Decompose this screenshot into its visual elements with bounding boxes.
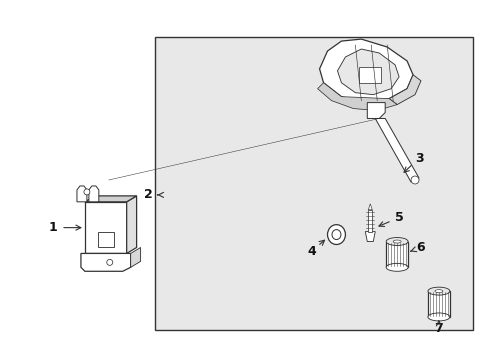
Text: 5: 5 xyxy=(394,211,403,224)
Polygon shape xyxy=(365,231,374,242)
Text: 4: 4 xyxy=(306,245,315,258)
Text: 7: 7 xyxy=(434,322,442,336)
Bar xyxy=(98,231,114,247)
Circle shape xyxy=(106,260,113,265)
Polygon shape xyxy=(77,186,87,202)
Polygon shape xyxy=(366,103,385,118)
Text: 1: 1 xyxy=(49,221,58,234)
Polygon shape xyxy=(89,186,99,202)
Bar xyxy=(427,291,449,317)
Text: 3: 3 xyxy=(414,152,423,165)
Polygon shape xyxy=(126,196,136,253)
Bar xyxy=(367,210,371,231)
Polygon shape xyxy=(317,83,396,111)
Ellipse shape xyxy=(327,225,345,244)
Bar xyxy=(154,37,472,330)
Bar xyxy=(359,67,381,83)
Polygon shape xyxy=(367,204,371,210)
Polygon shape xyxy=(374,118,418,182)
Ellipse shape xyxy=(434,290,442,293)
Ellipse shape xyxy=(386,238,407,246)
Polygon shape xyxy=(85,196,136,202)
Circle shape xyxy=(410,176,418,184)
Ellipse shape xyxy=(427,287,449,295)
Bar xyxy=(386,242,407,267)
Polygon shape xyxy=(337,49,398,95)
Polygon shape xyxy=(81,253,130,271)
Ellipse shape xyxy=(331,230,340,239)
Circle shape xyxy=(84,189,90,195)
Ellipse shape xyxy=(386,264,407,271)
Polygon shape xyxy=(319,39,412,103)
Ellipse shape xyxy=(427,313,449,321)
Text: 2: 2 xyxy=(144,188,153,201)
Bar xyxy=(85,202,126,253)
Text: 6: 6 xyxy=(416,241,425,254)
Polygon shape xyxy=(388,75,420,105)
Polygon shape xyxy=(130,247,141,267)
Ellipse shape xyxy=(392,240,400,243)
